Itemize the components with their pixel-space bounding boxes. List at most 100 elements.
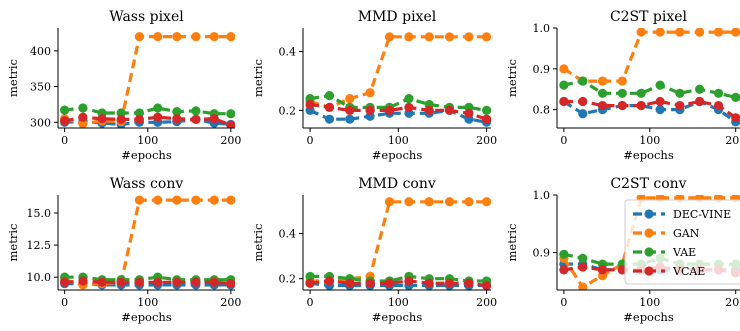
y-tick-label: 1.0 (533, 22, 551, 35)
x-tick-label: 100 (388, 134, 409, 147)
data-point-vcae (713, 100, 724, 111)
x-tick-label: 100 (388, 296, 409, 309)
y-tick-label: 400 (30, 45, 51, 58)
x-tick-label: 0 (560, 296, 567, 309)
plot-area (303, 195, 491, 290)
chart-panel-3: C2ST pixel 0 100 200 0.8 0.9 1.0 #epochs metric (505, 9, 740, 162)
x-tick-label: 0 (307, 134, 314, 147)
y-tick-label: 0.9 (533, 63, 551, 76)
series-line-gan (64, 34, 231, 126)
data-point-vcae (60, 116, 70, 126)
x-tick-label: 0 (61, 134, 68, 147)
x-tick-label: 0 (560, 134, 567, 147)
legend: DEC-VINE GAN VAE VCAE (624, 199, 740, 285)
x-axis-label: #epochs (372, 310, 423, 324)
data-point-vcae (424, 278, 434, 288)
data-point-gan (78, 119, 88, 128)
chart-panel-6: C2ST conv 0 100 200 0.9 1.0 #epochs metric DEC-V… (505, 176, 740, 324)
data-point-vcae (384, 278, 395, 288)
x-axis-label: #epochs (372, 148, 423, 162)
series-line-vae (64, 106, 231, 116)
x-axis-label: #epochs (623, 148, 674, 162)
y-axis-label: metric (505, 224, 519, 262)
y-tick-label: 10.0 (27, 271, 52, 284)
data-point-gan (424, 197, 434, 207)
y-axis-label: metric (6, 224, 20, 262)
plot-area (557, 28, 740, 128)
y-axis-label: metric (505, 59, 519, 97)
data-point-vae (636, 88, 646, 98)
series-line-gan (562, 196, 736, 290)
x-tick-label: 0 (61, 296, 68, 309)
data-point-vcae (153, 112, 163, 122)
series-line-vcae (64, 279, 231, 286)
data-point-gan (209, 195, 219, 205)
data-point-vcae (305, 99, 315, 110)
series-line-vae (64, 275, 231, 282)
series-line-gan (563, 30, 736, 83)
data-point-vcae (226, 278, 235, 289)
data-point-vcae (226, 120, 235, 128)
chart-panel-4: Wass conv 0 100 200 10.0 12.5 15.0 #epochs metri… (6, 176, 241, 324)
data-point-vcae (731, 113, 740, 123)
y-tick-label: 1.0 (533, 189, 551, 202)
series-line-vcae (309, 102, 488, 121)
data-point-vae (324, 91, 335, 101)
data-point-gan (404, 197, 414, 207)
data-point-vcae (481, 280, 491, 290)
data-point-vcae (444, 278, 455, 288)
data-point-vcae (191, 277, 201, 287)
data-point-gan (481, 32, 491, 42)
data-point-vcae (153, 277, 163, 287)
data-point-gan (404, 32, 414, 42)
data-point-gan (464, 32, 474, 42)
y-tick-label: 12.5 (27, 239, 52, 252)
data-point-vcae (464, 278, 474, 288)
data-point-gan (655, 28, 665, 37)
data-point-vae (305, 271, 315, 282)
data-point-dec-vine (655, 105, 665, 115)
data-point-gan (191, 31, 201, 42)
data-point-gan (172, 195, 182, 205)
data-point-dec-vine (578, 109, 588, 119)
series-layer (559, 28, 740, 127)
series-layer (60, 31, 235, 128)
data-point-vcae (116, 277, 126, 287)
series-line-dec-vine (309, 281, 487, 288)
series-line-vcae (563, 99, 737, 120)
y-tick-label: 350 (30, 81, 51, 94)
data-point-gan (191, 195, 201, 205)
data-point-vae (404, 93, 414, 104)
data-point-vae (60, 105, 70, 115)
series-layer (305, 32, 491, 127)
data-point-vcae (404, 276, 414, 286)
y-axis-label: metric (251, 59, 265, 97)
data-point-gan (345, 93, 355, 104)
series-line-dec-vine (64, 117, 231, 127)
data-point-vae (597, 88, 608, 98)
data-point-gan (675, 28, 685, 37)
x-axis-label: #epochs (121, 148, 172, 162)
data-point-gan (636, 28, 646, 37)
data-point-vae (578, 253, 588, 263)
data-point-gan (384, 32, 395, 42)
legend-label-gan: GAN (673, 227, 700, 240)
data-point-gan (226, 195, 235, 205)
series-line-vcae (309, 279, 487, 288)
series-line-vae (563, 79, 737, 99)
chart-panel-1: Wass pixel 0 100 200 300 350 400 #epochs metric (6, 9, 241, 162)
data-point-vcae (464, 108, 474, 118)
data-point-vcae (578, 96, 588, 107)
x-axis-label: #epochs (623, 310, 674, 324)
data-point-vcae (116, 114, 126, 125)
data-point-vcae (78, 276, 88, 286)
data-point-gan (444, 197, 455, 207)
data-point-gan (172, 31, 182, 42)
data-point-vae (559, 249, 569, 259)
chart-title: Wass pixel (109, 9, 184, 25)
data-point-vae (559, 80, 569, 90)
data-point-gan (209, 31, 219, 42)
data-point-vae (481, 105, 491, 115)
data-point-vcae (404, 102, 414, 113)
